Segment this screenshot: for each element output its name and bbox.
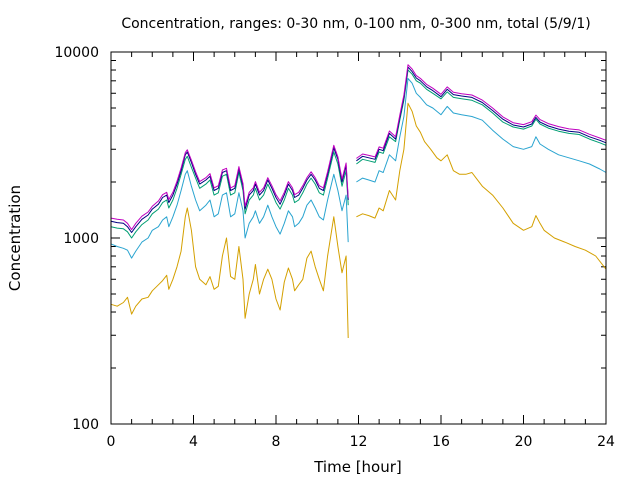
series-5 xyxy=(110,64,607,231)
series-line xyxy=(356,78,607,183)
series-line xyxy=(110,151,349,239)
x-tick-label: 20 xyxy=(515,434,533,450)
series-3 xyxy=(110,69,607,239)
series-2 xyxy=(110,78,607,259)
y-tick-label: 1000 xyxy=(63,231,99,247)
series-4 xyxy=(110,66,607,233)
y-tick-label: 100 xyxy=(72,417,99,433)
x-tick-label: 12 xyxy=(350,434,368,450)
x-tick-label: 0 xyxy=(107,434,116,450)
series-line xyxy=(356,66,607,162)
y-axis-title: Concentration xyxy=(6,185,24,291)
series-line xyxy=(110,170,349,259)
series-line xyxy=(356,102,607,270)
series-layer xyxy=(110,64,607,339)
plot-frame xyxy=(110,51,607,425)
x-axis-title: Time [hour] xyxy=(313,458,402,476)
tick-labels: 0 4 8 12 16 20 24 100 1000 10000 xyxy=(54,45,615,450)
series-line xyxy=(356,64,607,159)
x-tick-label: 16 xyxy=(432,434,450,450)
x-tick-label: 8 xyxy=(272,434,281,450)
series-line xyxy=(110,144,349,231)
series-line xyxy=(110,147,349,233)
x-tick-label: 4 xyxy=(189,434,198,450)
y-tick-label: 10000 xyxy=(54,45,99,61)
series-line xyxy=(110,207,349,339)
series-1 xyxy=(110,102,607,339)
axis-ticks xyxy=(110,51,607,425)
series-line xyxy=(356,69,607,165)
chart-title: Concentration, ranges: 0-30 nm, 0-100 nm… xyxy=(121,16,590,32)
x-tick-label: 24 xyxy=(597,434,615,450)
